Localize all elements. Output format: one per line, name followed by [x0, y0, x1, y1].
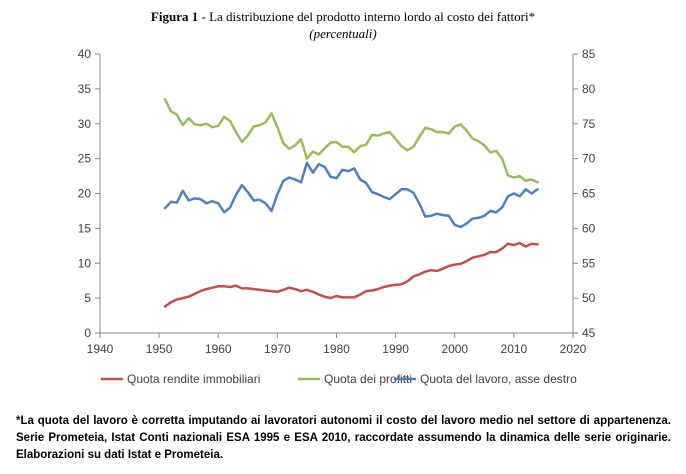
figure-title-text: - La distribuzione del prodotto interno … [198, 9, 536, 24]
y-right-tick-label: 55 [582, 256, 596, 270]
series-line-2 [163, 98, 539, 184]
x-tick-label: 1950 [146, 342, 173, 356]
legend-label-1: Quota rendite immobiliari [127, 372, 260, 386]
y-right-tick-label: 45 [582, 326, 596, 340]
x-tick-label: 2000 [441, 342, 468, 356]
y-right-tick-label: 85 [582, 47, 596, 61]
figure-label: Figura 1 [150, 9, 199, 24]
y-left-tick-label: 35 [78, 82, 92, 96]
y-left-tick-label: 20 [78, 187, 92, 201]
series-line-3 [163, 161, 539, 229]
y-right-tick-label: 70 [582, 152, 596, 166]
legend-label-3: Quota del lavoro, asse destro [420, 372, 577, 386]
x-tick-label: 2020 [560, 342, 587, 356]
x-tick-label: 1970 [264, 342, 291, 356]
figure-subtitle: (percentuali) [309, 26, 377, 41]
y-left-tick-label: 30 [78, 117, 92, 131]
x-tick-label: 1990 [382, 342, 409, 356]
y-right-tick-label: 80 [582, 82, 596, 96]
line-chart: 1940 1950 1960 1970 1980 1990 2000 2010 2020 0 5 10… [78, 47, 596, 386]
legend-label-2: Quota dei profitti [324, 372, 412, 386]
figure-title: Figura 1 - La distribuzione del prodotto… [0, 9, 686, 25]
footnote: *La quota del lavoro è corretta imputand… [16, 415, 671, 461]
y-left-tick-label: 25 [78, 152, 92, 166]
y-left-tick-label: 10 [78, 256, 92, 270]
y-right-tick-label: 75 [582, 117, 596, 131]
y-left-tick-label: 0 [84, 326, 91, 340]
x-tick-label: 1940 [87, 342, 114, 356]
x-tick-label: 2010 [501, 342, 528, 356]
chart-series [163, 98, 539, 308]
chart-legend: Quota rendite immobiliari Quota dei profi… [101, 372, 577, 386]
y-left-tick-label: 15 [78, 221, 92, 235]
y-right-tick-label: 50 [582, 291, 596, 305]
series-line-1 [163, 241, 539, 308]
x-tick-label: 1980 [323, 342, 350, 356]
y-left-tick-label: 40 [78, 47, 92, 61]
y-left-tick-label: 5 [84, 291, 91, 305]
y-right-tick-label: 60 [582, 221, 596, 235]
x-tick-label: 1960 [205, 342, 232, 356]
y-right-tick-label: 65 [582, 187, 596, 201]
chart-axes: 1940 1950 1960 1970 1980 1990 2000 2010 2020 0 5 10… [78, 47, 596, 356]
